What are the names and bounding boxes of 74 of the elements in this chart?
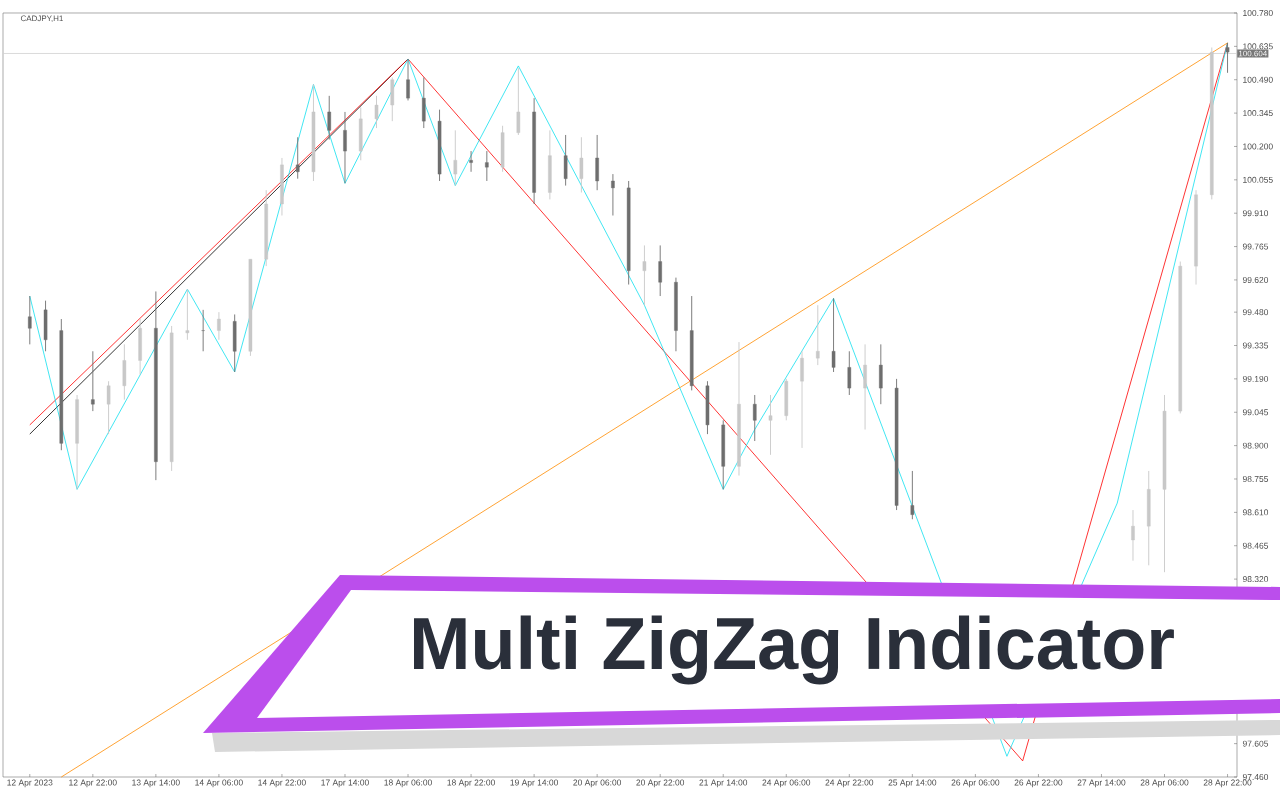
candlestick [295, 136, 300, 180]
candlestick [595, 134, 599, 191]
x-tick-label: 18 Apr 06:00 [384, 779, 432, 788]
x-tick-label: 18 Apr 22:00 [447, 779, 495, 788]
candlestick [201, 309, 205, 352]
x-tick-label: 27 Apr 14:00 [1077, 779, 1126, 788]
y-tick-label: 97.605 [1242, 740, 1269, 747]
x-tick-label: 14 Apr 06:00 [195, 779, 243, 788]
candlestick [374, 95, 379, 129]
candlestick [579, 136, 584, 193]
candlestick [831, 297, 836, 373]
candlestick [485, 150, 489, 182]
candlestick [563, 134, 568, 187]
x-tick-label: 28 Apr 06:00 [1140, 779, 1189, 788]
y-tick-label: 100.055 [1243, 176, 1273, 183]
y-tick-label: 100.200 [1243, 143, 1273, 150]
y-tick-label: 98.465 [1242, 542, 1269, 549]
x-tick-label: 20 Apr 22:00 [636, 779, 685, 788]
x-tick-label: 13 Apr 14:00 [132, 779, 180, 788]
x-tick-label: 24 Apr 22:00 [825, 779, 874, 788]
candlestick [768, 394, 773, 456]
y-tick-label: 99.910 [1242, 210, 1269, 217]
candlestick [217, 311, 221, 341]
candlestick [611, 173, 615, 216]
x-tick-label: 20 Apr 06:00 [573, 779, 622, 788]
x-tick-label: 26 Apr 22:00 [1014, 779, 1063, 788]
x-tick-label: 21 Apr 14:00 [699, 779, 748, 788]
candlestick [422, 76, 426, 129]
candlestick [343, 111, 347, 184]
x-tick-label: 14 Apr 22:00 [258, 779, 306, 788]
y-tick-label: 99.335 [1242, 342, 1269, 349]
y-tick-label: 100.635 [1243, 43, 1273, 50]
x-tick-label: 24 Apr 06:00 [762, 779, 811, 788]
y-tick-label: 100.780 [1243, 10, 1273, 16]
candlestick [752, 394, 757, 442]
y-tick-label: 100.490 [1243, 76, 1273, 83]
x-tick-label: 19 Apr 14:00 [510, 779, 559, 788]
candlestick [910, 470, 915, 520]
candlestick [106, 380, 111, 435]
y-tick-label: 99.765 [1242, 243, 1269, 250]
x-tick-label: 25 Apr 14:00 [888, 779, 937, 788]
y-tick-label: 97.460 [1242, 774, 1269, 780]
candlestick [406, 58, 410, 101]
y-tick-label: 98.755 [1242, 476, 1269, 482]
candlestick [1225, 42, 1230, 74]
y-tick-label: 98.320 [1242, 576, 1269, 583]
candlestick [816, 304, 820, 366]
candlestick [658, 244, 662, 297]
x-tick-label: 28 Apr 22:00 [1203, 779, 1252, 788]
y-tick-label: 99.480 [1242, 309, 1269, 316]
candlestick [1131, 509, 1135, 562]
candlestick [800, 350, 804, 449]
x-tick-label: 12 Apr 2023 [7, 779, 53, 788]
y-tick-label: 99.620 [1242, 276, 1269, 283]
candlestick [469, 150, 473, 173]
x-tick-label: 17 Apr 14:00 [321, 779, 369, 788]
x-tick-label: 26 Apr 06:00 [951, 779, 1000, 788]
x-tick-label: 12 Apr 22:00 [69, 779, 117, 788]
candlestick [642, 244, 647, 306]
candlestick [453, 129, 458, 187]
candlestick [327, 95, 331, 141]
candlestick [516, 67, 521, 136]
y-tick-label: 98.610 [1242, 509, 1269, 516]
y-tick-label: 99.190 [1242, 375, 1269, 382]
annotation: Multi ZigZag Indicator [414, 615, 1174, 685]
candlestick [863, 343, 867, 430]
candlestick [28, 295, 32, 345]
y-tick-label: 98.900 [1242, 442, 1269, 449]
candlestick [847, 350, 852, 396]
candlestick [185, 288, 190, 341]
y-tick-label: 99.045 [1242, 409, 1269, 416]
candlestick [879, 343, 883, 405]
candlestick [91, 350, 95, 412]
y-tick-label: 100.345 [1243, 110, 1273, 117]
